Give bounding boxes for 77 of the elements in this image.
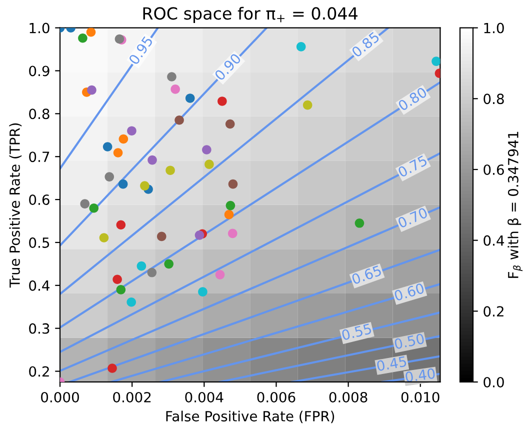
point	[156, 232, 166, 242]
y-tick-label: 1.0	[30, 22, 50, 34]
point	[118, 134, 128, 144]
annotation: 0.65	[351, 265, 382, 285]
point	[87, 85, 96, 95]
annotation: 0.70	[397, 207, 428, 228]
point	[224, 210, 234, 220]
x-tick-label: 0.010	[401, 392, 440, 402]
point	[204, 160, 214, 169]
annotation: 0.50	[394, 333, 425, 350]
color-bar-label: 0.2	[484, 306, 504, 317]
color-bar-label: 0.0	[484, 376, 504, 388]
point	[112, 274, 122, 284]
point	[147, 268, 157, 278]
annotation: 0.60	[394, 282, 425, 302]
point	[126, 297, 136, 307]
x-axis-title: False Positive Rate (FPR)	[166, 410, 334, 424]
point	[174, 115, 184, 125]
point	[80, 199, 90, 208]
y-tick-label: 0.5	[29, 237, 50, 248]
point	[136, 261, 146, 271]
point	[104, 172, 114, 182]
point	[127, 126, 136, 136]
x-tick-label: 0.004	[185, 392, 224, 402]
annotation: 0.80	[397, 86, 428, 112]
point	[202, 145, 212, 154]
y-tick-label: 0.6	[29, 194, 50, 206]
point	[140, 181, 150, 190]
point	[89, 203, 99, 213]
point	[194, 230, 204, 240]
color-bar-label: 1.0	[484, 22, 504, 34]
point	[116, 220, 126, 230]
point	[215, 270, 225, 280]
point	[113, 148, 123, 158]
point	[228, 179, 238, 189]
point	[225, 119, 235, 129]
color-bar-title: F$_{β}$ with β = 0.347941	[508, 132, 523, 278]
point	[170, 84, 180, 94]
color-bar-label: 0.4	[484, 235, 504, 246]
y-tick-label: 0.4	[29, 280, 50, 291]
point	[432, 56, 440, 66]
point	[99, 233, 109, 242]
x-tick-label: 0.006	[257, 392, 296, 402]
point	[354, 218, 364, 228]
y-tick-label: 0.9	[29, 66, 50, 76]
annotation: 0.55	[341, 323, 372, 340]
point	[108, 364, 117, 373]
point	[164, 259, 174, 269]
point	[226, 200, 236, 210]
point	[116, 285, 126, 294]
point	[296, 42, 306, 52]
chart-title: ROC space for π$_{+}$ = 0.044	[143, 6, 358, 23]
x-tick-label: 0.002	[113, 392, 151, 402]
point	[86, 28, 96, 37]
point	[166, 166, 175, 176]
point	[148, 155, 157, 165]
point	[78, 33, 88, 43]
color-bar-label: 0.6	[484, 164, 504, 175]
annotation: 0.45	[376, 356, 407, 372]
point	[228, 228, 238, 238]
point	[167, 72, 176, 82]
point	[302, 100, 312, 110]
y-tick-label: 0.3	[29, 323, 50, 334]
y-axis-title: True Positive Rate (TPR)	[9, 123, 22, 288]
point	[102, 142, 112, 152]
point	[185, 94, 195, 103]
x-tick-label: 0.000	[41, 392, 79, 402]
annotation: 0.75	[397, 155, 428, 178]
color-bar-label: 0.8	[484, 94, 504, 104]
annotation: 0.40	[405, 368, 436, 382]
point	[198, 287, 208, 296]
y-tick-label: 0.2	[29, 366, 49, 377]
x-tick-label: 0.008	[329, 392, 368, 402]
point	[218, 96, 227, 106]
y-tick-label: 0.7	[29, 152, 50, 162]
y-tick-label: 0.8	[29, 108, 50, 120]
point	[118, 179, 128, 189]
